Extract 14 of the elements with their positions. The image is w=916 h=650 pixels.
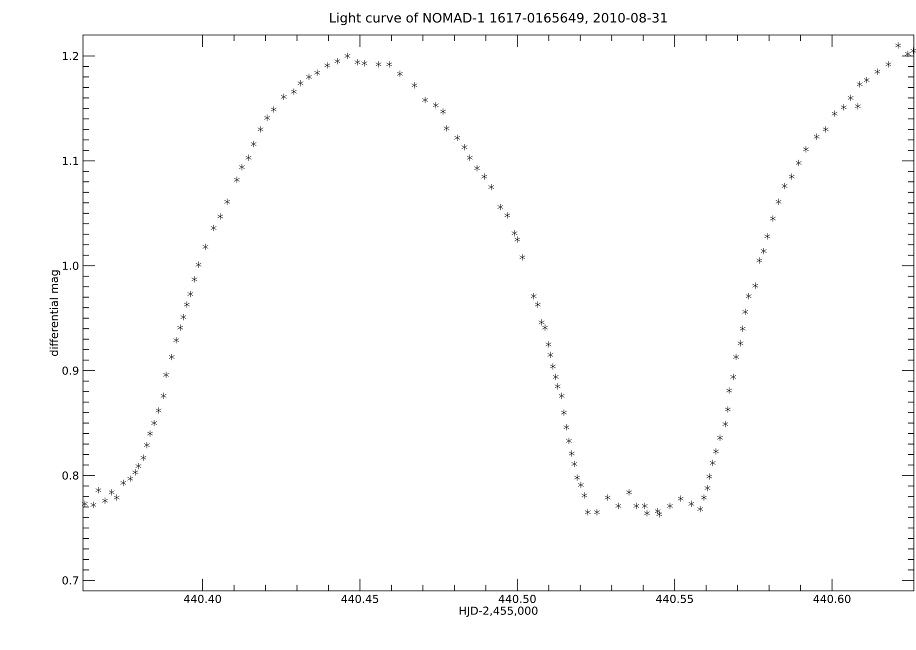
y-tick-label: 1.2 [62, 52, 78, 60]
chart-title: Light curve of NOMAD-1 1617-0165649, 2010-08-31 [330, 12, 667, 26]
x-tick-label: 440.50 [498, 594, 536, 604]
y-tick-label: 1.0 [62, 262, 78, 270]
x-tick-label: 440.40 [184, 594, 222, 604]
x-tick-label: 440.55 [656, 594, 693, 604]
y-tick-label: 0.7 [62, 576, 78, 585]
x-axis-title: HJD-2,455,000 [460, 606, 538, 617]
x-tick-label: 440.60 [813, 594, 850, 604]
y-tick-label: 0.9 [62, 366, 78, 375]
y-tick-label: 0.8 [62, 471, 78, 480]
x-tick-label: 440.45 [341, 594, 378, 604]
y-axis-title: differential mag [50, 270, 60, 356]
y-tick-label: 1.1 [62, 156, 78, 165]
